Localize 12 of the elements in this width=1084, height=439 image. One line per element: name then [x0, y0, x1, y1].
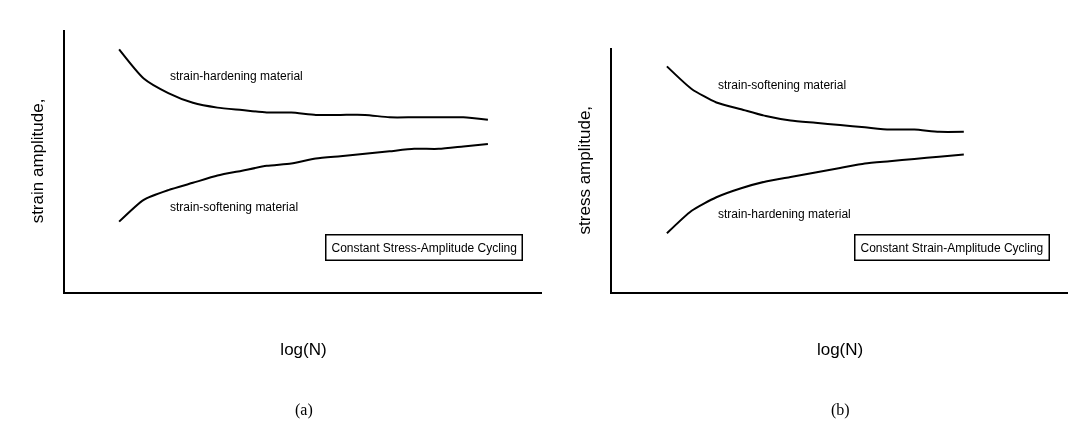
text: (a)	[295, 401, 313, 419]
x-axis-title: log(N)	[816, 339, 864, 359]
y-axis-title: stress amplitude,	[575, 105, 595, 235]
y-axis-title: strain amplitude,	[28, 98, 48, 224]
series-label: strain-hardening material	[718, 207, 851, 221]
series-label: strain-softening material	[718, 78, 847, 92]
annotation: Constant Strain-Amplitude Cycling	[860, 240, 1044, 255]
series-label: strain-softening material	[170, 200, 299, 214]
x-axis-title: log(N)	[280, 339, 327, 359]
annotation: Constant Stress-Amplitude Cycling	[331, 240, 517, 255]
text: (b)	[831, 401, 850, 419]
series-label: strain-hardening material	[170, 69, 303, 83]
